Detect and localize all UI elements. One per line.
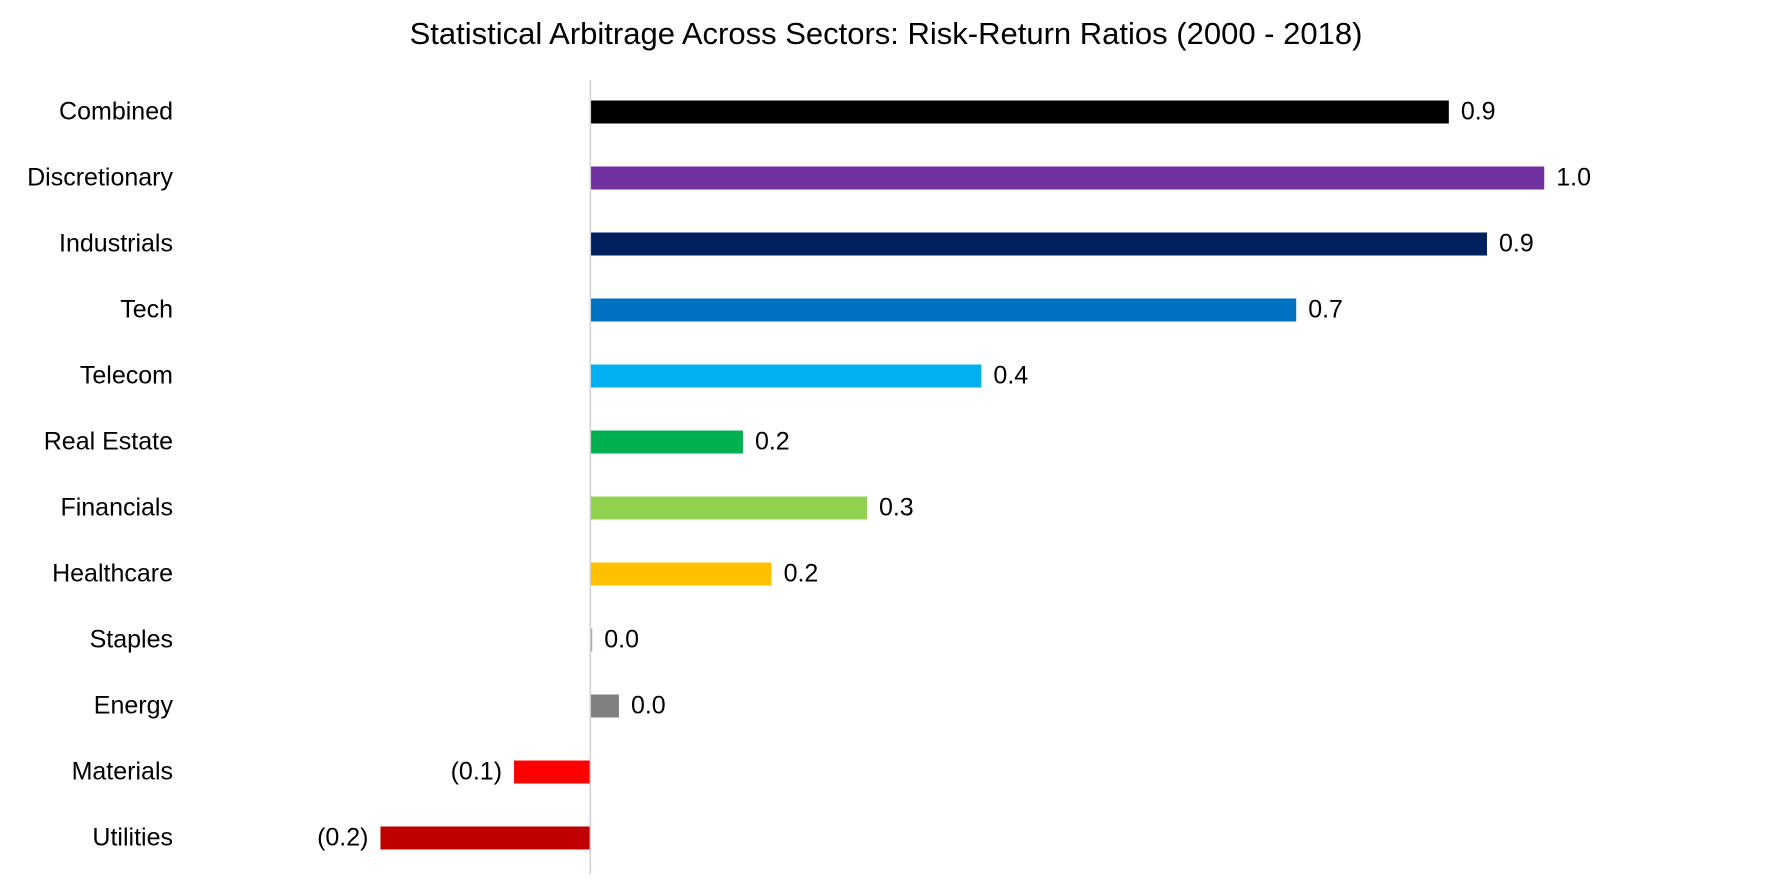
data-label: (0.1)	[451, 758, 502, 786]
data-label: 0.7	[1308, 296, 1343, 324]
y-tick-label: Telecom	[80, 362, 173, 390]
y-tick-label: Financials	[60, 494, 173, 522]
y-tick-label: Real Estate	[44, 428, 173, 456]
data-label: 1.0	[1556, 164, 1591, 192]
y-tick-label: Industrials	[59, 230, 173, 258]
bar	[590, 232, 1487, 256]
bar	[380, 826, 591, 850]
bar	[590, 628, 593, 652]
y-tick-label: Combined	[59, 98, 173, 126]
y-tick-label: Utilities	[92, 824, 173, 852]
y-tick-label: Energy	[94, 692, 174, 720]
chart-title: Statistical Arbitrage Across Sectors: Ri…	[410, 16, 1363, 51]
bar	[590, 562, 772, 586]
bar	[590, 364, 982, 388]
data-label: 0.9	[1461, 98, 1496, 126]
y-tick-label: Tech	[120, 296, 173, 324]
bar	[590, 430, 743, 454]
y-tick-label: Healthcare	[52, 560, 173, 588]
bar	[590, 496, 867, 520]
data-label: 0.3	[879, 494, 914, 522]
data-label: 0.4	[993, 362, 1028, 390]
data-label: 0.0	[631, 692, 666, 720]
bar	[590, 166, 1545, 190]
data-label: 0.9	[1499, 230, 1534, 258]
data-label: 0.0	[604, 626, 639, 654]
y-tick-label: Discretionary	[27, 164, 173, 192]
y-tick-label: Materials	[72, 758, 173, 786]
data-label: 0.2	[755, 428, 790, 456]
data-label: 0.2	[784, 560, 819, 588]
bar	[590, 298, 1297, 322]
data-label: (0.2)	[317, 824, 368, 852]
y-tick-label: Staples	[90, 626, 173, 654]
bar	[590, 694, 619, 718]
bar	[514, 760, 591, 784]
bar	[590, 100, 1449, 124]
